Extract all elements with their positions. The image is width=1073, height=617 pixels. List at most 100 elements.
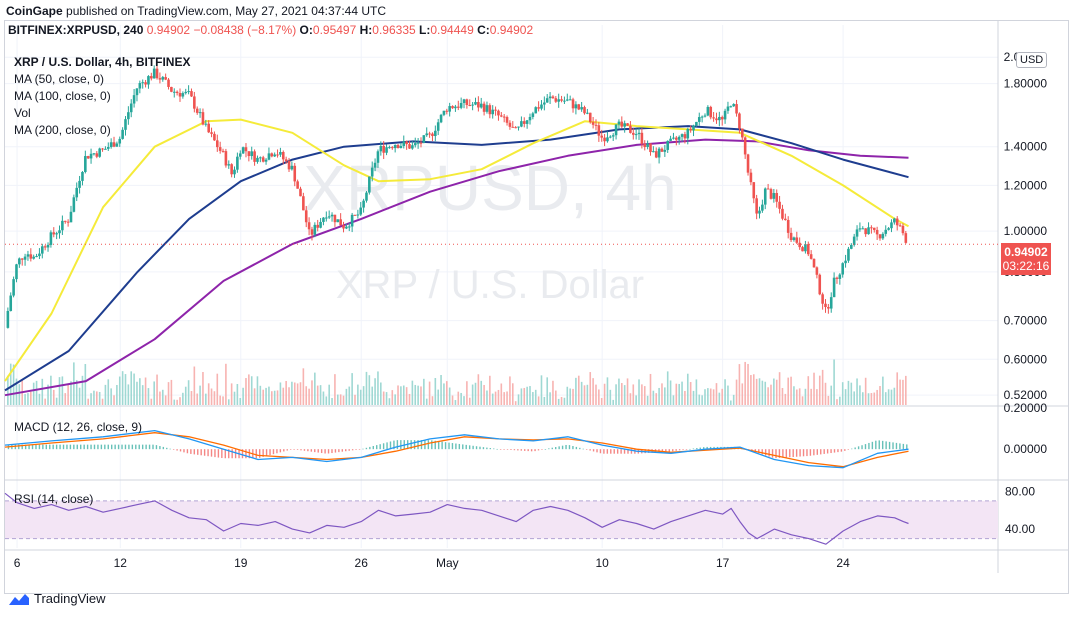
candle-body-111 [325, 217, 328, 219]
candle-body-129 [376, 151, 380, 163]
volume-bar-158 [460, 392, 462, 405]
candle-body-285 [824, 303, 827, 308]
volume-bar-231 [669, 380, 672, 405]
volume-bar-272 [787, 377, 789, 405]
macd-histogram-bar-51 [183, 449, 185, 453]
price-axis[interactable]: 2.000001.800001.400001.200001.000000.850… [1004, 50, 1048, 536]
volume-bar-69 [205, 393, 207, 405]
volume-bar-63 [187, 380, 190, 405]
candle-body-154 [448, 106, 451, 112]
volume-bar-115 [336, 394, 339, 405]
currency-badge[interactable]: USD [1016, 52, 1048, 68]
symbol-pair[interactable]: BITFINEX:XRPUSD, 240 [8, 23, 144, 37]
legend-title[interactable]: XRP / U.S. Dollar, 4h, BITFINEX [14, 55, 191, 69]
volume-bar-300 [867, 393, 870, 405]
candle-body-4 [18, 258, 21, 265]
macd-histogram-bar-156 [544, 449, 547, 450]
volume-bar-247 [715, 383, 718, 405]
volume-bar-298 [861, 392, 864, 405]
macd-histogram-bar-140 [489, 448, 492, 450]
legend-vol[interactable]: Vol [14, 106, 31, 120]
volume-bar-184 [534, 389, 537, 405]
candle-body-246 [712, 117, 715, 119]
macd-histogram-bar-150 [524, 449, 526, 451]
ma200-polyline [4, 138, 909, 397]
candle-body-305 [881, 233, 885, 239]
macd-histogram-bar-259 [899, 443, 901, 450]
macd-histogram-bar-256 [888, 441, 891, 450]
volume-bar-173 [503, 392, 505, 405]
candle-body-236 [683, 134, 687, 139]
volume-bar-182 [529, 386, 531, 405]
macd-histogram-bar-253 [878, 440, 880, 450]
volume-bar-185 [537, 396, 540, 405]
volume-bar-181 [526, 386, 528, 405]
volume-bar-147 [428, 381, 431, 405]
volume-bar-183 [532, 392, 534, 405]
macd-histogram-bar-31 [114, 444, 116, 450]
macd-histogram-bar-107 [376, 445, 378, 450]
volume-bar-98 [288, 387, 290, 405]
volume-bar-205 [595, 384, 597, 405]
volume-bar-102 [299, 382, 302, 405]
volume-bar-145 [423, 378, 425, 405]
macd-histogram-bar-42 [152, 444, 154, 450]
volume-bar-277 [801, 396, 804, 405]
macd-histogram-bar-70 [248, 449, 251, 459]
candle-body-166 [482, 103, 486, 112]
macd-histogram-bar-219 [761, 449, 763, 455]
candle-body-124 [362, 200, 365, 208]
candle-body-93 [273, 154, 276, 157]
macd-histogram-bar-159 [555, 447, 557, 450]
macd-histogram-bar-221 [768, 449, 770, 457]
volume-bar-105 [308, 388, 310, 405]
candle-body-309 [893, 218, 896, 223]
macd-histogram-bar-81 [286, 449, 288, 451]
candle-body-28 [86, 156, 90, 159]
volume-bar-215 [623, 385, 626, 405]
candle-body-101 [296, 181, 299, 189]
volume-bar-6 [24, 394, 26, 405]
candle-body-209 [606, 137, 609, 142]
candle-body-222 [643, 143, 647, 148]
publish-info: CoinGape published on TradingView.com, M… [6, 4, 386, 18]
volume-bar-138 [402, 385, 405, 405]
volume-bar-47 [141, 385, 144, 405]
volume-bar-75 [222, 396, 224, 405]
volume-bar-308 [890, 389, 893, 405]
volume-bar-285 [824, 382, 827, 405]
volume-bar-125 [365, 371, 368, 405]
volume-bar-226 [655, 393, 658, 405]
volume-bar-131 [382, 391, 385, 405]
volume-bar-202 [586, 384, 589, 405]
volume-bar-79 [233, 391, 236, 405]
volume-bar-232 [672, 395, 675, 405]
tradingview-logo[interactable]: TradingView [8, 591, 106, 606]
candle-body-37 [112, 142, 116, 147]
candle-body-146 [425, 133, 429, 136]
candle-body-157 [456, 106, 460, 108]
candle-body-299 [864, 228, 867, 235]
volume-bar-58 [173, 399, 176, 405]
candle-body-83 [244, 147, 248, 152]
volume-bar-203 [589, 372, 592, 405]
legend-ma200[interactable]: MA (200, close, 0) [14, 123, 111, 137]
legend-ma50[interactable]: MA (50, close, 0) [14, 72, 105, 86]
candle-body-130 [379, 145, 383, 152]
legend-ma100[interactable]: MA (100, close, 0) [14, 89, 111, 103]
volume-bar-228 [661, 383, 663, 405]
time-tick-label-2: 19 [234, 556, 248, 570]
volume-bar-146 [425, 398, 428, 405]
candle-body-204 [591, 122, 595, 125]
macd-histogram-bar-61 [217, 449, 220, 458]
candle-body-109 [319, 221, 322, 228]
volume-bar-30 [93, 390, 95, 405]
time-axis[interactable]: 6 12 19 26 May 10 17 24 [14, 556, 850, 570]
candle-body-228 [660, 148, 664, 152]
candle-body-40 [121, 129, 124, 139]
macd-histogram-bar-17 [66, 444, 68, 450]
macd-histogram-bar-79 [279, 449, 282, 453]
candle-body-185 [537, 107, 540, 109]
candle-body-43 [129, 103, 133, 113]
